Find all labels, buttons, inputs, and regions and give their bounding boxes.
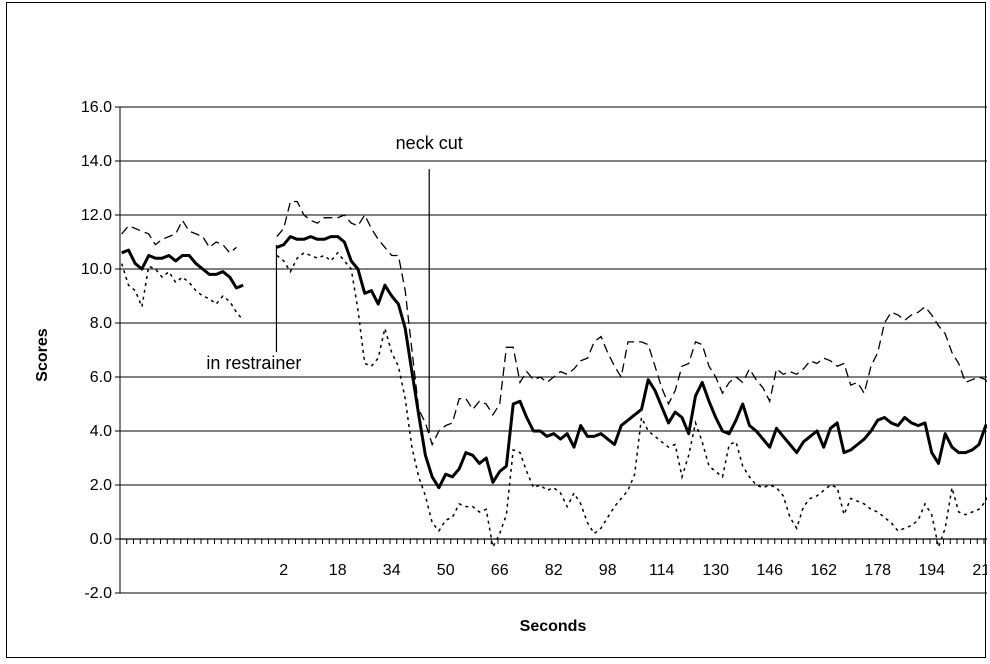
x-tick-label: 194	[918, 562, 945, 579]
x-tick-label: 66	[491, 562, 509, 579]
series-line-solid-bold	[276, 235, 990, 490]
y-tick-label: 0.0	[90, 531, 112, 548]
x-tick-label: 114	[649, 562, 675, 579]
series-solid-bold	[121, 235, 990, 490]
y-tick-label: 8.0	[90, 315, 112, 332]
y-tick-label: 6.0	[90, 369, 112, 386]
axes: -2.0 0.0 2.0 4.0 6.0 8.0 10.0 12.0 14.0 16.0 2 18 34…	[81, 99, 990, 602]
in-restrainer-label: in restrainer	[206, 353, 301, 373]
x-tick-label: 146	[756, 562, 783, 579]
gridlines	[120, 106, 987, 594]
neck-cut-label: neck cut	[396, 133, 463, 153]
x-axis-title: Seconds	[520, 618, 587, 635]
series-dotted	[120, 251, 990, 550]
series-line-dashed	[276, 200, 990, 447]
y-tick-label: 16.0	[81, 99, 112, 116]
x-tick-label: 2	[279, 562, 288, 579]
line-chart: -2.0 0.0 2.0 4.0 6.0 8.0 10.0 12.0 14.0 16.0 2 18 34…	[34, 99, 990, 635]
y-tick-label: -2.0	[84, 585, 112, 602]
series-line-dotted	[276, 251, 990, 550]
series-line-dashed	[121, 219, 237, 254]
x-tick-label: 18	[329, 562, 347, 579]
x-tick-label: 178	[864, 562, 891, 579]
y-axis-title: Scores	[34, 328, 51, 381]
y-tick-label: 14.0	[81, 153, 112, 170]
x-tick-label: 82	[545, 562, 563, 579]
annotations: neck cut in restrainer	[206, 133, 463, 433]
y-tick-label: 12.0	[81, 207, 112, 224]
x-tick-label: 98	[599, 562, 617, 579]
chart-frame: -2.0 0.0 2.0 4.0 6.0 8.0 10.0 12.0 14.0 16.0 2 18 34…	[6, 2, 990, 658]
x-tick-label: 50	[437, 562, 455, 579]
y-tick-label: 10.0	[81, 261, 112, 278]
series-dashed	[121, 200, 990, 447]
series-line-solid-bold	[121, 248, 244, 290]
x-tick-label: 210	[972, 562, 987, 579]
y-tick-label: 4.0	[90, 423, 112, 440]
series-lines	[120, 200, 990, 550]
x-tick-label: 34	[383, 562, 401, 579]
series-line-dotted	[120, 263, 244, 321]
x-tick-label: 162	[810, 562, 837, 579]
y-tick-label: 2.0	[90, 477, 112, 494]
x-tick-label: 130	[702, 562, 729, 579]
